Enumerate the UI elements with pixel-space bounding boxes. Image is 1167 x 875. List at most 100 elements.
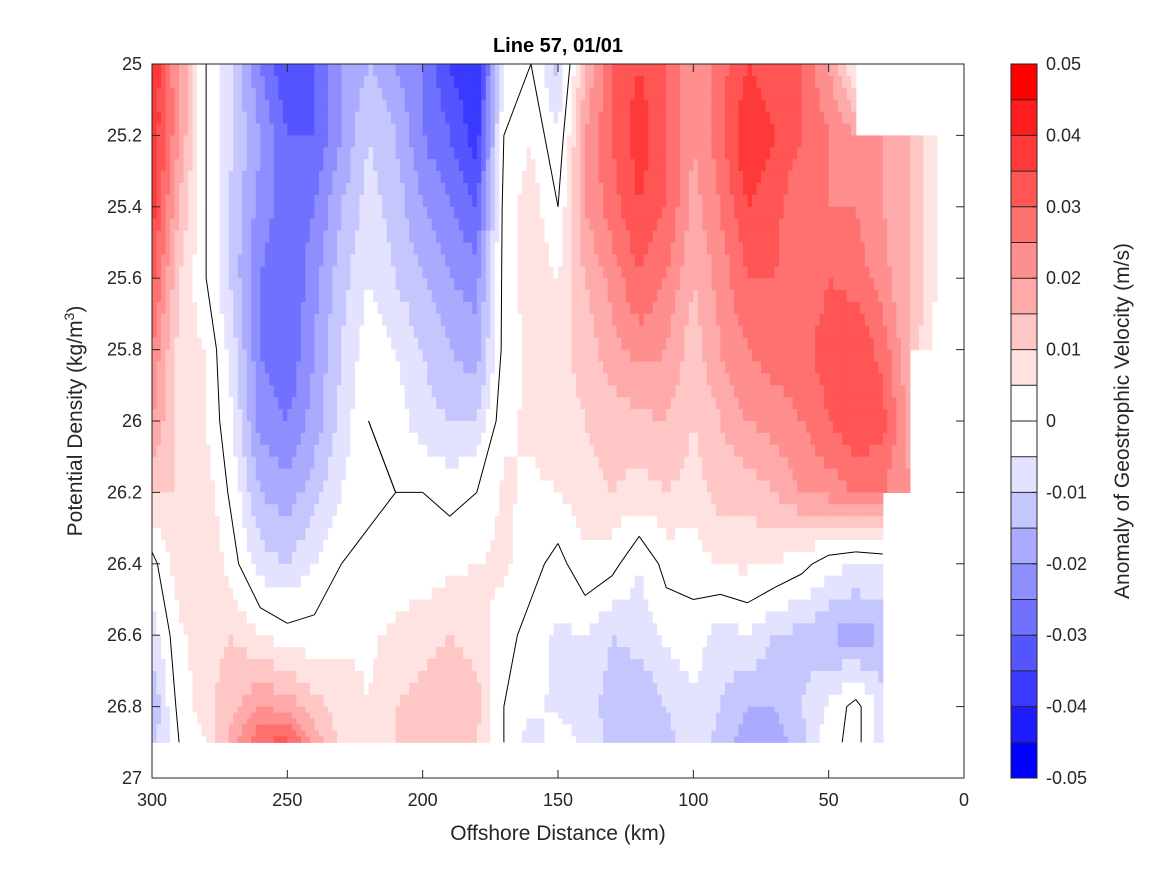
heatmap-cell — [192, 373, 198, 386]
heatmap-cell — [409, 111, 415, 125]
heatmap-cell — [882, 135, 888, 148]
heatmap-cell — [706, 290, 712, 303]
heatmap-cell — [756, 111, 762, 125]
heatmap-cell — [603, 135, 609, 148]
heatmap-cell — [693, 218, 699, 232]
heatmap-cell — [499, 337, 505, 351]
heatmap-cell — [643, 254, 649, 267]
heatmap-cell — [219, 325, 225, 339]
heatmap-cell — [179, 397, 185, 410]
heatmap-cell — [562, 302, 568, 315]
heatmap-cell — [395, 385, 401, 398]
heatmap-cell — [332, 302, 338, 315]
heatmap-cell — [386, 230, 392, 244]
heatmap-cell — [779, 206, 785, 220]
heatmap-cell — [327, 183, 334, 196]
heatmap-cell — [341, 242, 347, 255]
heatmap-cell — [607, 147, 613, 160]
heatmap-cell — [932, 218, 938, 232]
heatmap-cell — [382, 373, 388, 386]
heatmap-cell — [765, 230, 771, 244]
heatmap-cell — [580, 230, 586, 244]
heatmap-cell — [810, 254, 816, 267]
heatmap-cell — [260, 147, 266, 160]
heatmap-cell — [458, 278, 464, 291]
heatmap-cell — [594, 337, 600, 351]
heatmap-cell — [761, 111, 767, 125]
heatmap-cell — [201, 385, 207, 398]
heatmap-cell — [891, 171, 897, 184]
heatmap-cell — [724, 111, 731, 125]
heatmap-cell — [503, 171, 509, 184]
heatmap-cell — [436, 409, 442, 422]
heatmap-cell — [476, 218, 482, 232]
heatmap-cell — [693, 99, 699, 113]
heatmap-cell — [215, 123, 221, 136]
heatmap-cell — [454, 325, 460, 339]
heatmap-cell — [517, 135, 523, 148]
heatmap-cell — [242, 278, 248, 291]
heatmap-cell — [828, 218, 834, 232]
heatmap-cell — [801, 159, 807, 172]
heatmap-cell — [445, 302, 451, 315]
heatmap-cell — [278, 302, 284, 315]
heatmap-cell — [156, 302, 162, 315]
heatmap-cell — [512, 194, 518, 208]
heatmap-cell — [873, 302, 879, 315]
heatmap-cell — [364, 111, 370, 125]
heatmap-cell — [521, 313, 528, 327]
heatmap-cell — [751, 313, 758, 327]
heatmap-cell — [228, 302, 234, 315]
heatmap-cell — [472, 99, 478, 113]
heatmap-cell — [774, 75, 780, 89]
heatmap-cell — [675, 171, 681, 184]
heatmap-cell — [548, 87, 555, 101]
heatmap-cell — [589, 147, 595, 160]
heatmap-cell — [323, 337, 329, 351]
heatmap-cell — [806, 183, 812, 196]
heatmap-cell — [733, 111, 740, 125]
heatmap-cell — [657, 135, 663, 148]
heatmap-cell — [170, 397, 176, 410]
heatmap-cell — [161, 75, 167, 89]
heatmap-cell — [788, 111, 794, 125]
heatmap-cell — [860, 325, 866, 339]
heatmap-cell — [305, 266, 311, 279]
heatmap-cell — [526, 397, 532, 410]
heatmap-cell — [192, 349, 198, 363]
heatmap-cell — [535, 147, 541, 160]
heatmap-cell — [179, 111, 185, 125]
heatmap-cell — [553, 206, 559, 220]
heatmap-cell — [264, 373, 270, 386]
heatmap-cell — [490, 111, 496, 125]
heatmap-cell — [318, 135, 325, 148]
heatmap-cell — [215, 266, 221, 279]
heatmap-cell — [318, 159, 325, 172]
heatmap-cell — [188, 194, 194, 208]
heatmap-cell — [481, 99, 487, 113]
heatmap-cell — [603, 337, 609, 351]
heatmap-cell — [391, 302, 397, 315]
heatmap-cell — [589, 171, 595, 184]
heatmap-cell — [666, 111, 672, 125]
heatmap-cell — [508, 385, 514, 398]
heatmap-cell — [494, 266, 500, 279]
heatmap-cell — [706, 385, 712, 398]
heatmap-cell — [738, 302, 744, 315]
heatmap-cell — [512, 313, 518, 327]
heatmap-cell — [765, 147, 771, 160]
heatmap-cell — [436, 218, 442, 232]
heatmap-cell — [188, 171, 194, 184]
heatmap-cell — [553, 218, 559, 232]
heatmap-cell — [350, 278, 356, 291]
heatmap-cell — [548, 99, 555, 113]
heatmap-cell — [675, 385, 681, 398]
heatmap-cell — [373, 230, 379, 244]
heatmap-cell — [666, 325, 672, 339]
heatmap-cell — [675, 302, 681, 315]
heatmap-cell — [436, 171, 442, 184]
heatmap-cell — [621, 183, 627, 196]
heatmap-cell — [720, 361, 726, 374]
heatmap-cell — [188, 337, 194, 351]
heatmap-cell — [215, 64, 221, 77]
